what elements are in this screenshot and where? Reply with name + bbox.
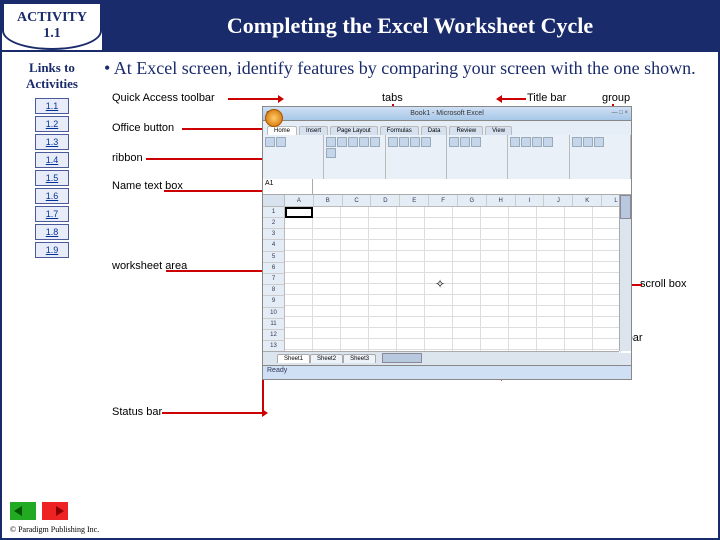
body: Links to Activities 1.1 1.2 1.3 1.4 1.5 …: [2, 52, 718, 496]
activity-link-1-1[interactable]: 1.1: [35, 98, 69, 114]
copyright: © Paradigm Publishing Inc.: [10, 525, 99, 534]
prev-button[interactable]: [10, 502, 36, 520]
label-group: group: [602, 92, 630, 104]
ribbon-tab-home: Home: [267, 126, 297, 135]
arrow-namebox: [164, 190, 262, 192]
ribbon-tab-review: Review: [449, 126, 483, 135]
excel-ribbon: Home Insert Page Layout Formulas Data Re…: [263, 121, 631, 179]
ribbon-tab-insert: Insert: [299, 126, 328, 135]
arrow-status-h: [162, 412, 262, 414]
label-status: Status bar: [112, 406, 162, 418]
main-content: • At Excel screen, identify features by …: [102, 52, 718, 496]
sheet-tabs: Sheet1 Sheet2 Sheet3: [263, 352, 376, 365]
label-scrollbox: scroll box: [640, 278, 686, 290]
ribbon-groups: [263, 135, 631, 179]
label-qat: Quick Access toolbar: [112, 92, 215, 104]
worksheet-grid: ABCDEFGHIJKL 12345678910111213 ✧: [263, 195, 631, 353]
slide: ACTIVITY 1.1 Completing the Excel Worksh…: [0, 0, 720, 540]
activity-link-1-5[interactable]: 1.5: [35, 170, 69, 186]
excel-titlebar: Book1 - Microsoft Excel: [263, 107, 631, 121]
vertical-scrollbar: [619, 195, 631, 351]
activity-link-1-4[interactable]: 1.4: [35, 152, 69, 168]
header: ACTIVITY 1.1 Completing the Excel Worksh…: [2, 2, 718, 52]
label-tabs: tabs: [382, 92, 403, 104]
ribbon-tab-formulas: Formulas: [380, 126, 419, 135]
sidebar-title: Links to Activities: [6, 60, 98, 92]
ribbon-tab-data: Data: [421, 126, 448, 135]
arrow-qat: [228, 98, 278, 100]
cell-pointer-icon: ✧: [435, 277, 445, 291]
active-cell: [285, 207, 313, 218]
name-box: A1: [263, 179, 313, 194]
office-button-icon: [265, 109, 283, 127]
activity-link-1-3[interactable]: 1.3: [35, 134, 69, 150]
arrow-status-v: [262, 378, 264, 414]
activity-link-1-6[interactable]: 1.6: [35, 188, 69, 204]
excel-status-bar: Ready: [262, 366, 632, 380]
horizontal-scrollbar: [382, 352, 619, 365]
column-headers: ABCDEFGHIJKL: [263, 195, 631, 207]
ribbon-tab-layout: Page Layout: [330, 126, 378, 135]
activity-number: 1.1: [4, 26, 100, 42]
activity-link-1-7[interactable]: 1.7: [35, 206, 69, 222]
ribbon-tabs: Home Insert Page Layout Formulas Data Re…: [263, 121, 631, 135]
label-ribbon: ribbon: [112, 152, 143, 164]
formula-bar: [313, 179, 631, 194]
arrow-office: [182, 128, 262, 130]
activity-badge: ACTIVITY 1.1: [2, 2, 102, 50]
activity-link-1-8[interactable]: 1.8: [35, 224, 69, 240]
arrow-titlebar-l: [502, 98, 526, 100]
excel-diagram: Quick Access toolbar tabs Title bar grou…: [112, 86, 692, 426]
cells-area: ✧: [285, 207, 631, 353]
activity-link-1-2[interactable]: 1.2: [35, 116, 69, 132]
nav-buttons: [10, 502, 68, 520]
activity-label: ACTIVITY: [4, 10, 100, 26]
ribbon-tab-view: View: [485, 126, 512, 135]
horizontal-scrollbar-row: Sheet1 Sheet2 Sheet3: [263, 351, 619, 365]
scroll-box: [620, 195, 631, 219]
arrow-ribbon: [146, 158, 262, 160]
label-titlebar: Title bar: [527, 92, 566, 104]
name-formula-row: A1: [263, 179, 631, 195]
slide-title: Completing the Excel Worksheet Cycle: [102, 2, 718, 50]
label-office: Office button: [112, 122, 174, 134]
excel-screenshot: Book1 - Microsoft Excel Home Insert Page…: [262, 106, 632, 366]
row-headers: 12345678910111213: [263, 207, 285, 353]
activity-link-1-9[interactable]: 1.9: [35, 242, 69, 258]
sidebar: Links to Activities 1.1 1.2 1.3 1.4 1.5 …: [2, 52, 102, 496]
next-button[interactable]: [42, 502, 68, 520]
arrow-scrollbox-h: [632, 284, 642, 286]
bullet-text: • At Excel screen, identify features by …: [102, 58, 710, 80]
